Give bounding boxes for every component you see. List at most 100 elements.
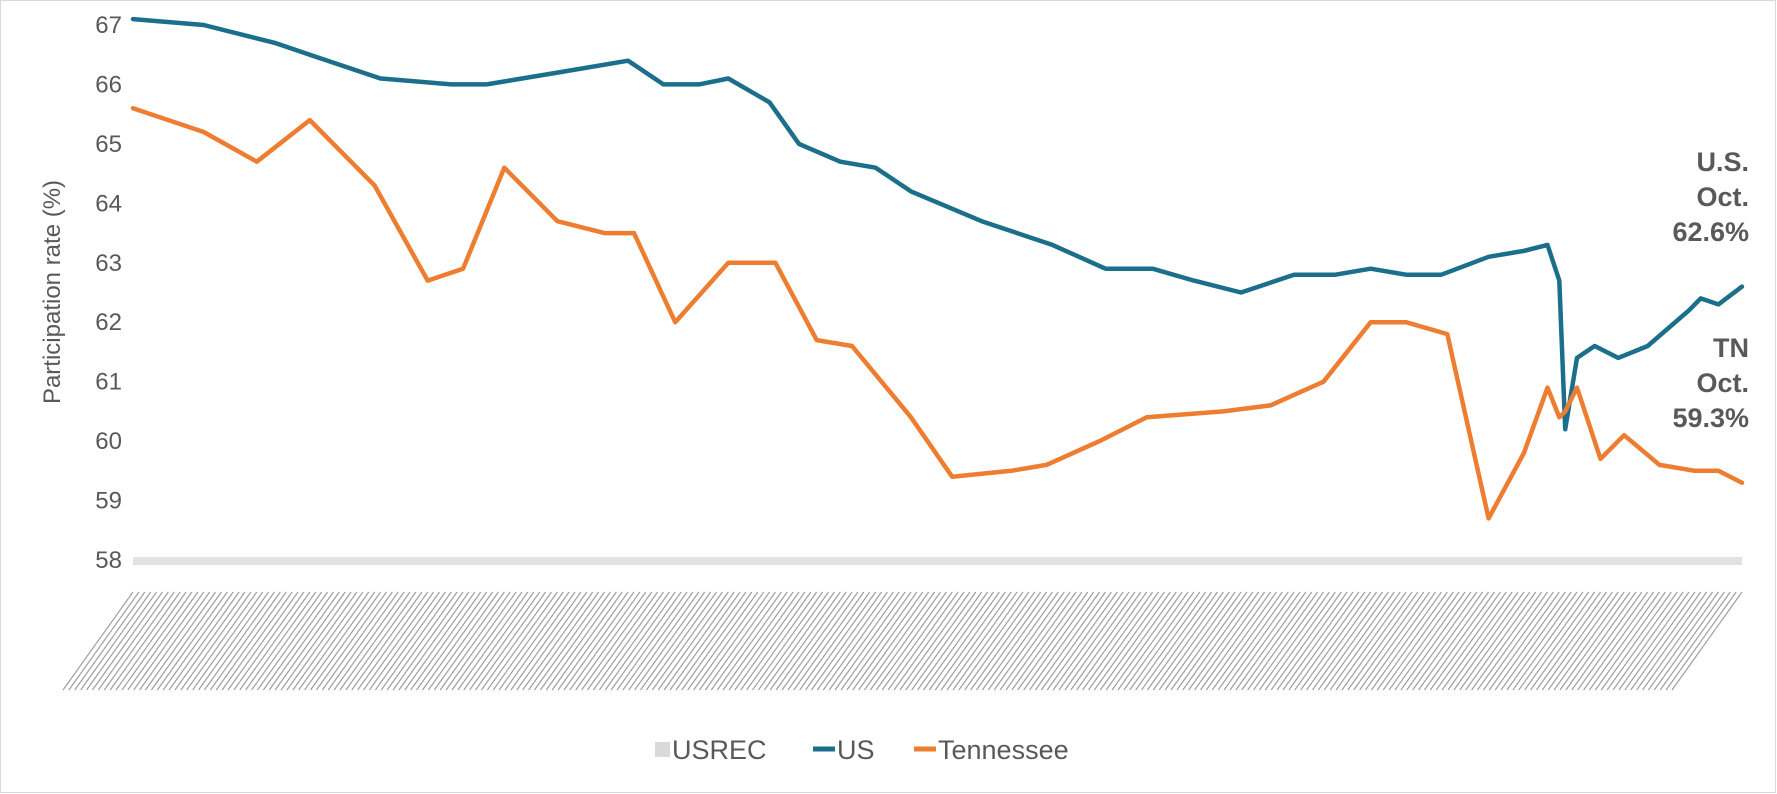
x-tick-mark [1117, 591, 1189, 691]
x-tick-mark [1323, 591, 1395, 691]
x-tick-mark [1023, 591, 1095, 691]
y-tick-label: 64 [95, 190, 122, 217]
x-tick-mark [445, 591, 517, 691]
x-tick-mark [321, 591, 393, 691]
x-tick-mark [934, 591, 1006, 691]
x-tick-mark [121, 591, 193, 691]
x-tick-mark [587, 591, 658, 691]
x-tick-mark [139, 591, 211, 691]
x-tick-mark [1618, 591, 1690, 691]
x-tick-mark [1058, 591, 1130, 691]
x-tick-mark [1158, 591, 1230, 691]
x-tick-mark [551, 591, 623, 691]
x-tick-mark [68, 591, 140, 691]
x-tick-mark [1636, 591, 1708, 691]
x-tick-mark [233, 591, 305, 691]
x-tick-mark [987, 591, 1059, 691]
x-tick-mark [1524, 591, 1596, 691]
x-tick-mark [1341, 591, 1413, 691]
x-tick-mark [150, 591, 222, 691]
x-tick-mark [109, 591, 181, 691]
legend-item-tennessee: Tennessee [914, 735, 1069, 765]
x-tick-mark [699, 591, 770, 691]
x-tick-mark [852, 591, 924, 691]
x-tick-mark [539, 591, 611, 691]
x-tick-mark [80, 591, 152, 691]
x-tick-mark [357, 591, 429, 691]
x-tick-mark [634, 591, 706, 691]
x-tick-mark [1223, 591, 1295, 691]
legend-item-usrec: USREC [655, 735, 767, 765]
x-tick-mark [156, 591, 228, 691]
x-tick-mark [775, 591, 847, 691]
x-tick-mark [787, 591, 859, 691]
x-tick-mark [380, 591, 452, 691]
annotation-text: Oct. [1696, 182, 1749, 212]
x-tick-mark [345, 591, 417, 691]
x-tick-mark [1577, 591, 1649, 691]
x-tick-mark [1135, 591, 1207, 691]
x-tick-mark [840, 591, 912, 691]
y-tick-label: 62 [95, 309, 122, 336]
x-tick-mark [604, 591, 676, 691]
x-tick-mark [1129, 591, 1201, 691]
x-tick-mark [1088, 591, 1159, 691]
x-tick-mark [522, 591, 594, 691]
x-tick-mark [1606, 591, 1678, 691]
x-tick-mark [946, 591, 1018, 691]
x-tick-mark [451, 591, 523, 691]
x-tick-mark [1229, 591, 1301, 691]
x-tick-mark [333, 591, 405, 691]
x-tick-mark [1412, 591, 1484, 691]
x-tick-mark [1659, 591, 1731, 691]
x-tick-mark [528, 591, 600, 691]
x-tick-mark [1647, 591, 1719, 691]
x-tick-mark [887, 591, 959, 691]
x-tick-mark [569, 591, 641, 691]
x-tick-mark [486, 591, 558, 691]
x-tick-mark [268, 591, 340, 691]
x-tick-mark [1111, 591, 1183, 691]
legend: USREC US Tennessee [655, 735, 1069, 765]
x-tick-mark [416, 591, 488, 691]
x-tick-mark [115, 591, 187, 691]
x-tick-mark [204, 591, 275, 691]
x-tick-mark [940, 591, 1012, 691]
x-tick-mark [1488, 591, 1560, 691]
x-tick-mark [186, 591, 258, 691]
x-tick-mark [510, 591, 582, 691]
x-tick-mark [1547, 591, 1619, 691]
x-tick-mark [469, 591, 541, 691]
x-tick-mark [1270, 591, 1342, 691]
usrec-band [133, 557, 1742, 565]
x-tick-mark [1035, 591, 1106, 691]
x-tick-mark [1518, 591, 1590, 691]
x-tick-mark [640, 591, 712, 691]
y-axis-label: Participation rate (%) [39, 180, 66, 404]
x-tick-mark [1506, 591, 1578, 691]
x-tick-mark [1011, 591, 1083, 691]
x-tick-mark [1665, 591, 1737, 691]
x-tick-mark [704, 591, 776, 691]
x-tick-mark [958, 591, 1030, 691]
x-tick-mark [1123, 591, 1195, 691]
x-tick-mark [339, 591, 411, 691]
y-tick-label: 63 [95, 250, 122, 277]
x-tick-mark [404, 591, 476, 691]
x-tick-mark [1370, 591, 1442, 691]
x-tick-mark [1141, 591, 1213, 691]
x-tick-mark [168, 591, 240, 691]
x-tick-mark [221, 591, 293, 691]
x-tick-mark [1188, 591, 1260, 691]
x-tick-mark [62, 591, 134, 691]
x-tick-mark [1382, 591, 1454, 691]
x-tick-mark [1017, 591, 1089, 691]
y-tick-label: 65 [95, 131, 122, 158]
x-tick-mark [145, 591, 216, 691]
x-tick-mark [1589, 591, 1660, 691]
x-tick-mark [781, 591, 853, 691]
x-tick-mark [1164, 591, 1236, 691]
x-tick-mark [516, 591, 588, 691]
x-tick-mark [1494, 591, 1566, 691]
x-tick-mark [1512, 591, 1584, 691]
